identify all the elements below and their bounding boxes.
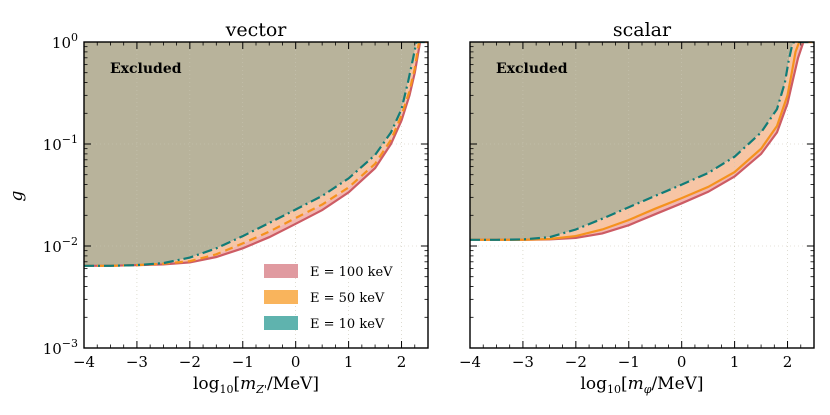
excluded-annotation: Excluded [496,61,568,77]
excluded-region [84,42,428,266]
x-tick-label: −3 [512,353,534,371]
x-tick-label: −3 [126,353,148,371]
panel-title: vector [225,19,288,41]
legend-swatch-2 [264,290,298,304]
y-axis-label: g [7,190,27,201]
y-tick-label: 10−3 [43,337,78,358]
legend: E = 100 keV E = 50 keV E = 10 keV [264,264,393,332]
series-line-3 [84,42,428,267]
legend-label-1: E = 100 keV [310,265,393,280]
x-axis-label: log10[mZ'/MeV] [193,374,319,396]
y-tick-label: 10−1 [43,133,78,154]
excluded-annotation: Excluded [110,61,182,77]
vector-panel: −4 −3 −2 −1 0 1 2 10−3 10−2 10−1 100 vector Excluded… [43,19,429,396]
x-tick-label: 0 [677,353,687,371]
y-tick-label: 100 [52,31,78,52]
x-tick-label: −4 [73,353,95,371]
x-tick-label: 0 [291,353,301,371]
plot-area [84,42,428,348]
x-tick-label: 2 [783,353,793,371]
x-tick-label: 1 [344,353,354,371]
x-tick-label: 1 [730,353,740,371]
plot-area [470,42,814,348]
series-line-3 [470,42,814,241]
series-line-2 [470,42,814,241]
legend-label-2: E = 50 keV [310,291,385,306]
x-tick-label: −2 [565,353,587,371]
scalar-panel: −4 −3 −2 −1 0 1 2 scalar Excluded log10[mφ/MeV] [459,19,815,396]
legend-swatch-3 [264,316,298,330]
x-tick-label: −4 [459,353,481,371]
x-axis-label: log10[mφ/MeV] [580,374,703,396]
excluded-region [470,42,814,240]
x-tick-label: −1 [618,353,640,371]
y-tick-label: 10−2 [43,235,78,256]
panel-title: scalar [613,19,672,41]
legend-label-3: E = 10 keV [310,317,385,332]
x-tick-label: 2 [397,353,407,371]
x-tick-label: −2 [179,353,201,371]
legend-swatch-1 [264,264,298,278]
x-tick-label: −1 [232,353,254,371]
series-line-2 [84,42,428,267]
